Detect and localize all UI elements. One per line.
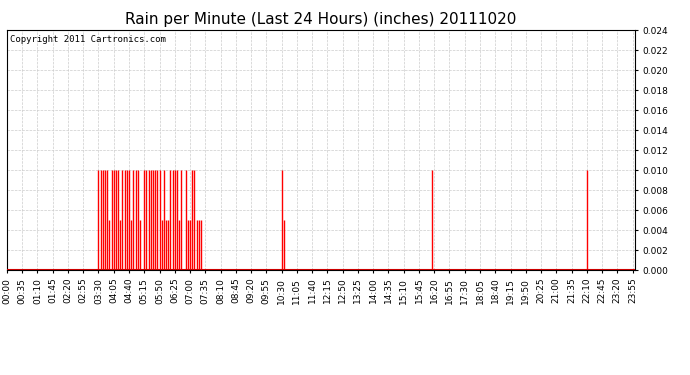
- Title: Rain per Minute (Last 24 Hours) (inches) 20111020: Rain per Minute (Last 24 Hours) (inches)…: [125, 12, 517, 27]
- Text: Copyright 2011 Cartronics.com: Copyright 2011 Cartronics.com: [10, 35, 166, 44]
